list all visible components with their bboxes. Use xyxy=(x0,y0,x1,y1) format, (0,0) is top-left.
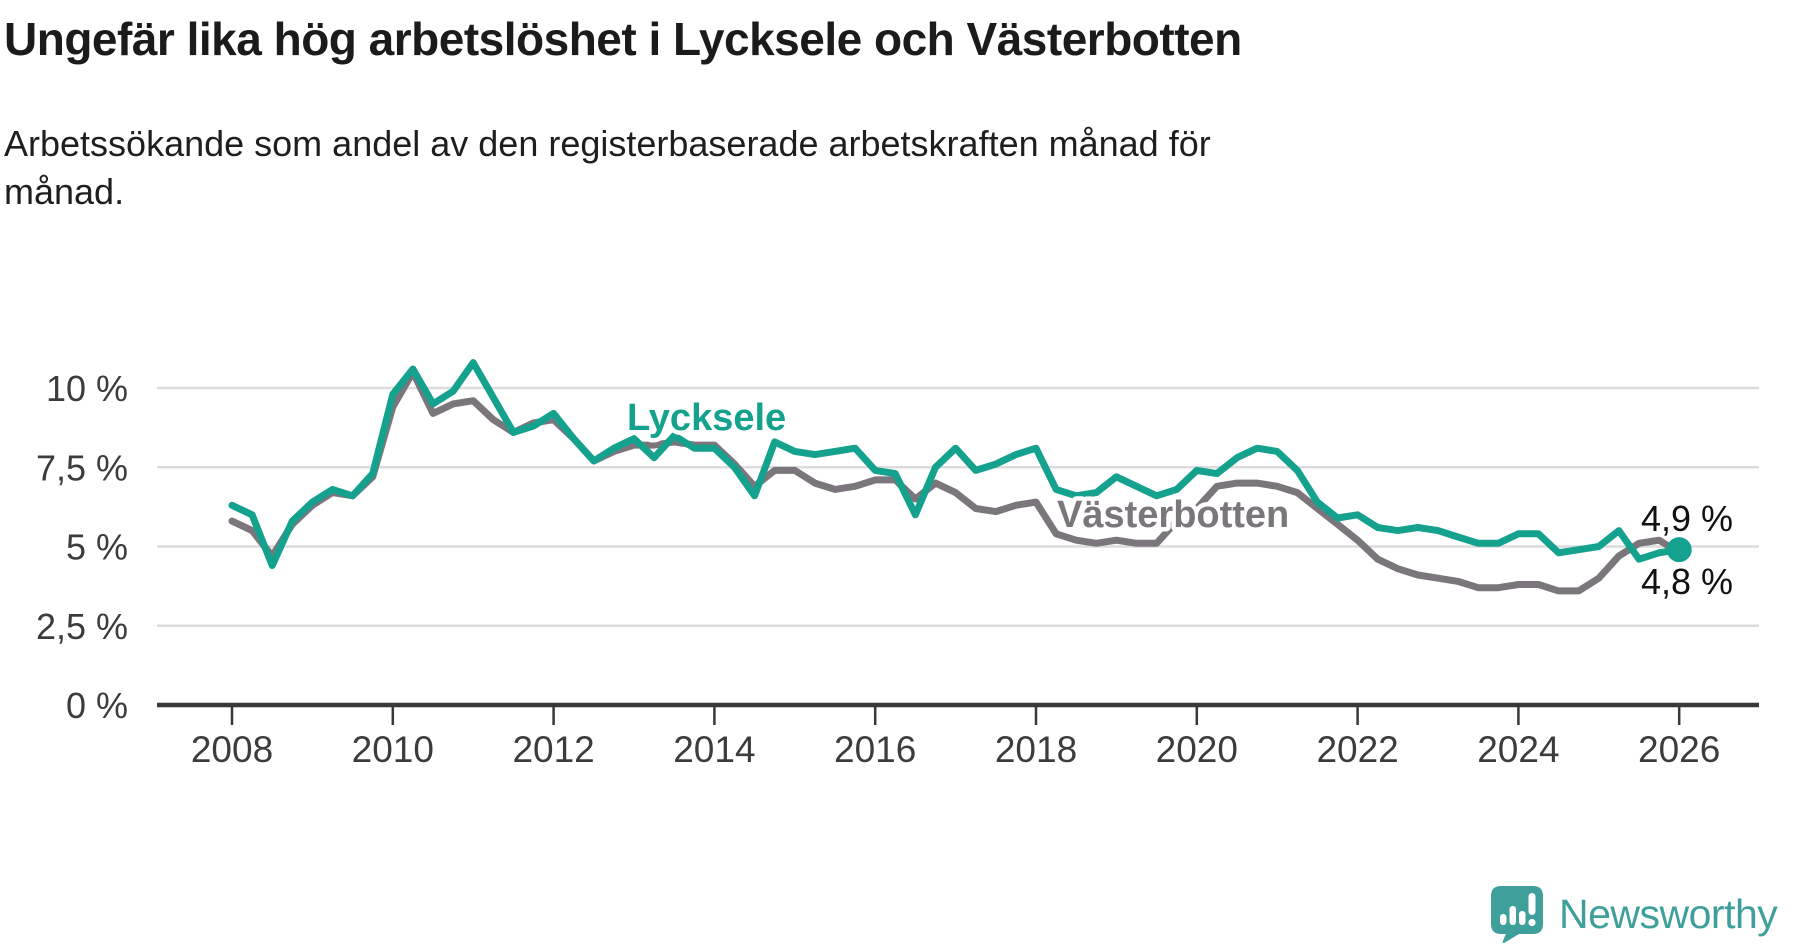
y-tick-label: 10 % xyxy=(46,368,128,409)
x-tick-label: 2020 xyxy=(1156,729,1238,770)
newsworthy-logo: Newsworthy xyxy=(1489,884,1778,944)
y-tick-label: 0 % xyxy=(66,685,128,726)
x-tick-label: 2026 xyxy=(1638,729,1720,770)
x-tick-label: 2008 xyxy=(191,729,273,770)
axis-tick-labels: 10 % 7,5 % 5 % 2,5 % 0 % 2008 2010 2012 2014 2016… xyxy=(36,368,1720,770)
x-tick-label: 2022 xyxy=(1316,729,1398,770)
x-tick-label: 2014 xyxy=(673,729,755,770)
series-label-vasterbotten: Västerbotten xyxy=(1057,494,1289,536)
x-tick-label: 2016 xyxy=(834,729,916,770)
logo-exclamation-dot xyxy=(1528,918,1536,927)
data-series xyxy=(228,359,1692,595)
y-tick-label: 2,5 % xyxy=(36,606,128,647)
end-value-label-lycksele: 4,9 % xyxy=(1641,498,1733,539)
y-tick-label: 7,5 % xyxy=(36,447,128,488)
newsworthy-logo-icon xyxy=(1491,886,1543,944)
end-value-label-vasterbotten: 4,8 % xyxy=(1641,561,1733,602)
x-tick-label: 2018 xyxy=(995,729,1077,770)
logo-bar-1 xyxy=(1500,914,1507,925)
chart-subtitle-line-1: Arbetssökande som andel av den registerb… xyxy=(4,123,1211,164)
logo-bubble-shape xyxy=(1491,886,1543,944)
series-line-lycksele xyxy=(228,359,1683,569)
x-tick-label: 2010 xyxy=(352,729,434,770)
gridlines xyxy=(157,386,1759,627)
series-label-lycksele: Lycksele xyxy=(627,397,786,439)
chart-subtitle-line-2: månad. xyxy=(4,170,125,212)
x-tick-label: 2012 xyxy=(512,729,594,770)
logo-exclamation-bar xyxy=(1528,893,1536,915)
endpoint-dot-lycksele xyxy=(1666,537,1692,563)
chart-title: Ungefär lika hög arbetslöshet i Lycksele… xyxy=(4,13,1242,65)
y-tick-label: 5 % xyxy=(66,527,128,568)
chart-subtitle: Arbetssökande som andel av den registerb… xyxy=(4,120,1564,216)
x-axis xyxy=(157,702,1759,725)
x-tick-label: 2024 xyxy=(1477,729,1559,770)
series-line-västerbotten xyxy=(228,368,1683,595)
logo-bar-3 xyxy=(1519,911,1526,925)
newsworthy-logo-text: Newsworthy xyxy=(1559,890,1778,937)
logo-bar-2 xyxy=(1509,906,1516,925)
